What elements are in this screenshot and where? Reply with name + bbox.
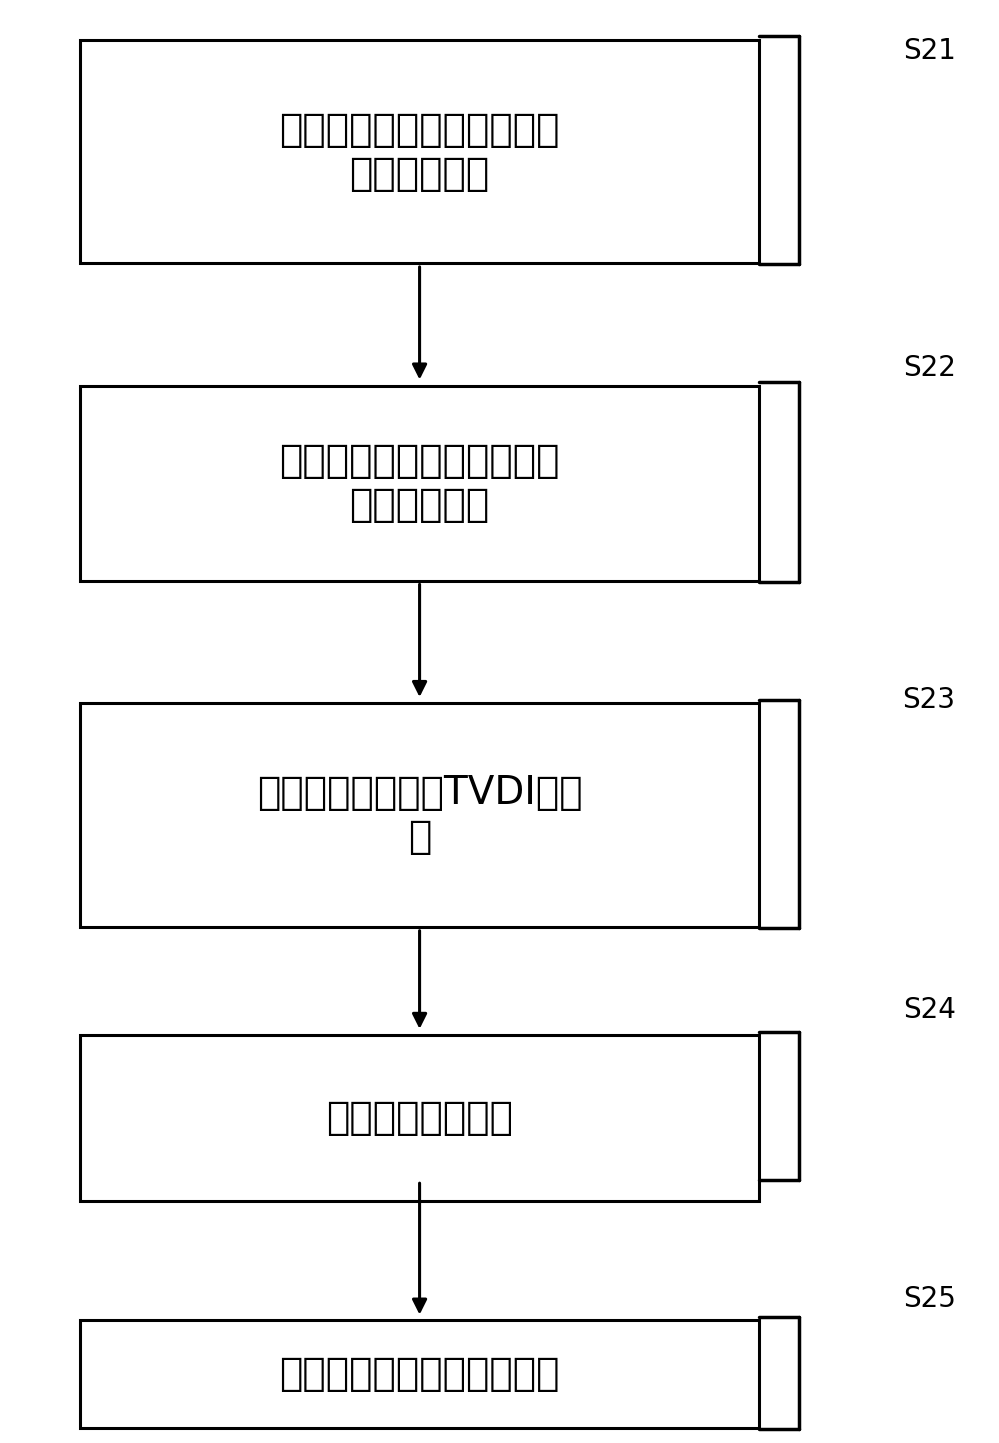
Text: 拟合出各区域温度植被指数
模型计算系数: 拟合出各区域温度植被指数 模型计算系数 [280,443,559,524]
Text: S22: S22 [903,354,955,382]
Text: 生成温度植被干旱等级数据: 生成温度植被干旱等级数据 [280,1355,559,1392]
Text: 构建植被指数与地表温度的
二维特征空间: 构建植被指数与地表温度的 二维特征空间 [280,111,559,192]
Text: S25: S25 [903,1284,955,1313]
Text: 基于拟合方程计算TVDI指数
值: 基于拟合方程计算TVDI指数 值 [257,775,582,856]
Text: 进行干旱等级划分: 进行干旱等级划分 [326,1100,513,1137]
Text: S23: S23 [902,685,956,714]
Text: S24: S24 [903,996,955,1025]
Bar [80,387,759,580]
Bar [80,704,759,928]
Text: S21: S21 [903,36,955,65]
Bar [80,1319,759,1429]
Bar [80,1036,759,1201]
Bar [80,40,759,264]
